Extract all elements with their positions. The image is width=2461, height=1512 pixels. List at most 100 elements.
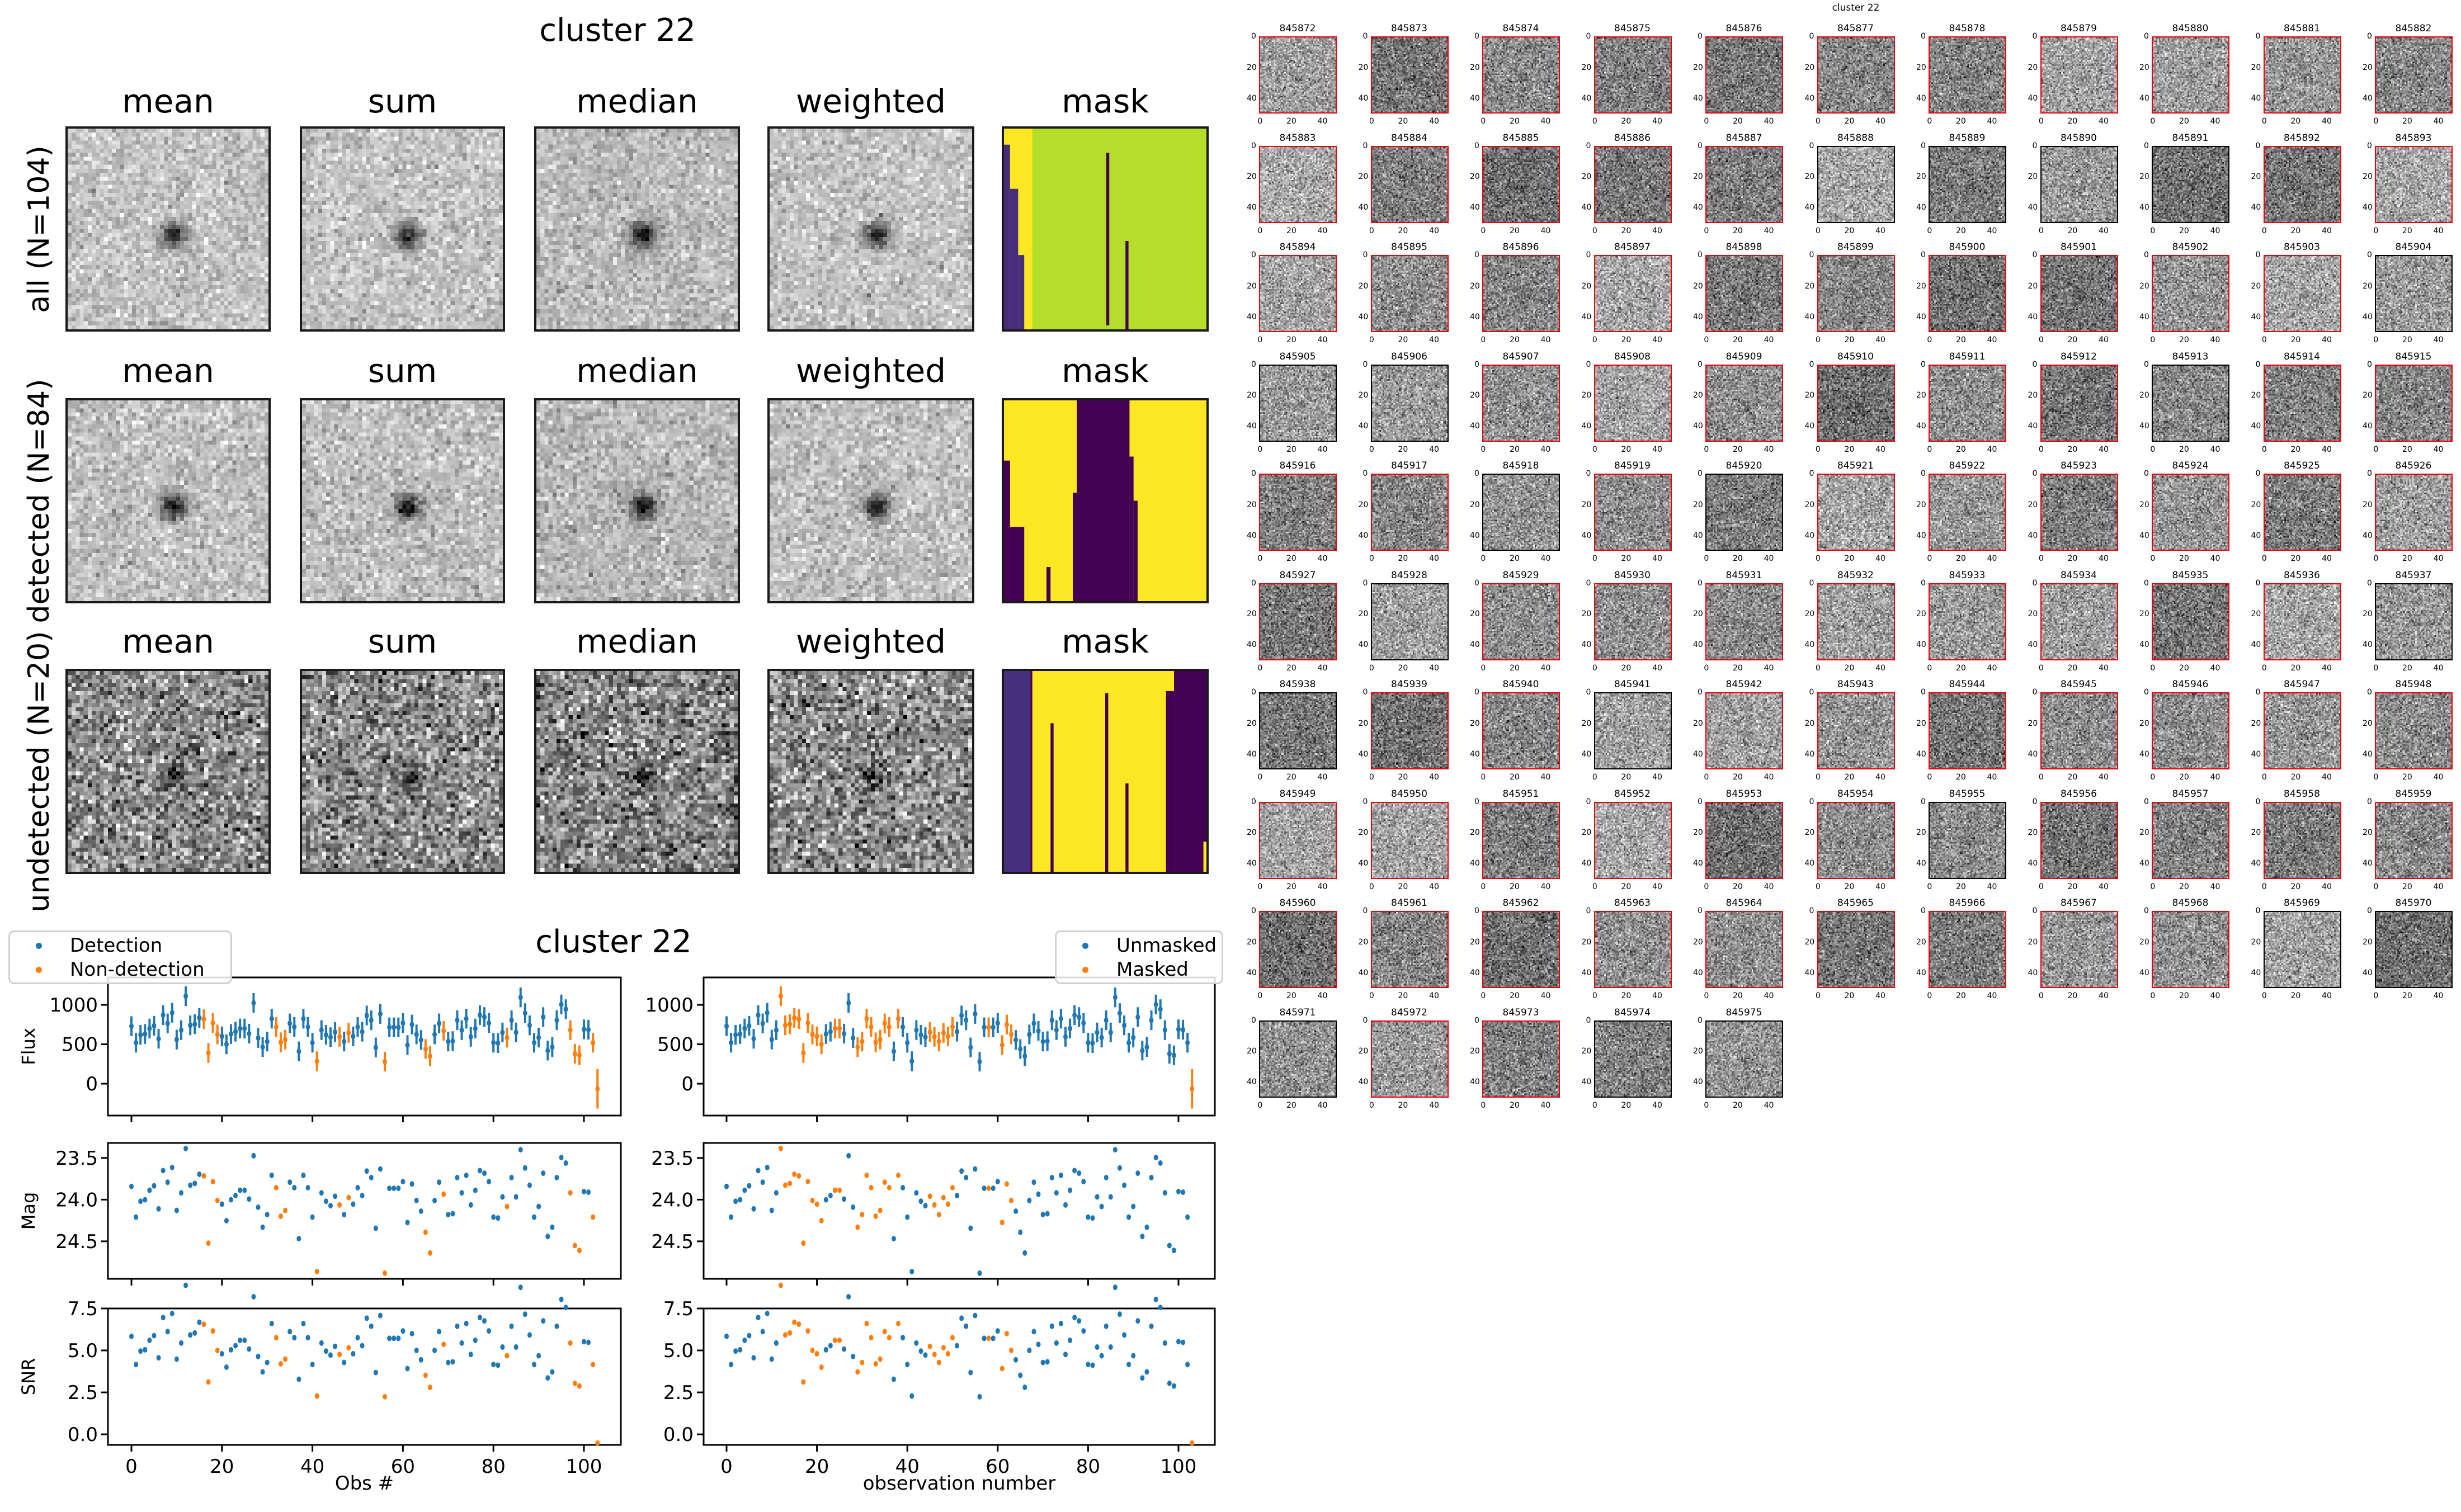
thumbnail-845900[interactable]: [1929, 255, 2006, 332]
thumbnail-845933[interactable]: [1929, 583, 2006, 660]
thumbnail-845909[interactable]: [1705, 364, 1783, 442]
thumbnail-845914[interactable]: [2263, 364, 2341, 442]
thumbnail-845943[interactable]: [1817, 692, 1895, 769]
thumbnail-845955[interactable]: [1929, 801, 2006, 879]
thumbnail-845970[interactable]: [2375, 911, 2453, 988]
thumbnail-845888[interactable]: [1817, 145, 1895, 223]
thumbnail-845907[interactable]: [1482, 364, 1560, 442]
thumbnail-845895[interactable]: [1370, 255, 1449, 332]
thumbnail-845887[interactable]: [1705, 145, 1783, 223]
thumbnail-845960[interactable]: [1259, 911, 1337, 988]
thumbnail-845910[interactable]: [1817, 364, 1895, 442]
thumbnail-845873[interactable]: [1370, 36, 1449, 114]
thumbnail-845883[interactable]: [1259, 145, 1337, 223]
thumbnail-845956[interactable]: [2040, 801, 2118, 879]
thumbnail-845975[interactable]: [1705, 1020, 1783, 1098]
thumbnail-845969[interactable]: [2263, 911, 2341, 988]
thumbnail-845937[interactable]: [2375, 583, 2453, 660]
thumbnail-845931[interactable]: [1705, 583, 1783, 660]
thumbnail-845947[interactable]: [2263, 692, 2341, 769]
thumbnail-845911[interactable]: [1929, 364, 2006, 442]
thumbnail-845950[interactable]: [1370, 801, 1449, 879]
thumbnail-845941[interactable]: [1593, 692, 1672, 769]
thumbnail-845896[interactable]: [1482, 255, 1560, 332]
thumbnail-845929[interactable]: [1482, 583, 1560, 660]
thumbnail-845962[interactable]: [1482, 911, 1560, 988]
thumbnail-845963[interactable]: [1593, 911, 1672, 988]
thumbnail-845972[interactable]: [1370, 1020, 1449, 1098]
thumbnail-845892[interactable]: [2263, 145, 2341, 223]
thumbnail-845927[interactable]: [1259, 583, 1337, 660]
thumbnail-845923[interactable]: [2040, 474, 2118, 551]
thumbnail-845889[interactable]: [1929, 145, 2006, 223]
thumbnail-845920[interactable]: [1705, 474, 1783, 551]
thumbnail-845939[interactable]: [1370, 692, 1449, 769]
thumbnail-845898[interactable]: [1705, 255, 1783, 332]
thumbnail-845884[interactable]: [1370, 145, 1449, 223]
thumbnail-845958[interactable]: [2263, 801, 2341, 879]
thumbnail-845916[interactable]: [1259, 474, 1337, 551]
thumbnail-845893[interactable]: [2375, 145, 2453, 223]
thumbnail-845912[interactable]: [2040, 364, 2118, 442]
thumbnail-845932[interactable]: [1817, 583, 1895, 660]
thumbnail-845905[interactable]: [1259, 364, 1337, 442]
thumbnail-845957[interactable]: [2152, 801, 2229, 879]
thumbnail-845921[interactable]: [1817, 474, 1895, 551]
thumbnail-845897[interactable]: [1593, 255, 1672, 332]
thumbnail-845974[interactable]: [1593, 1020, 1672, 1098]
thumbnail-845945[interactable]: [2040, 692, 2118, 769]
thumbnail-845964[interactable]: [1705, 911, 1783, 988]
thumbnail-845903[interactable]: [2263, 255, 2341, 332]
thumbnail-845951[interactable]: [1482, 801, 1560, 879]
thumbnail-845953[interactable]: [1705, 801, 1783, 879]
thumbnail-845918[interactable]: [1482, 474, 1560, 551]
thumbnail-845967[interactable]: [2040, 911, 2118, 988]
thumbnail-845936[interactable]: [2263, 583, 2341, 660]
thumbnail-845891[interactable]: [2152, 145, 2229, 223]
thumbnail-845959[interactable]: [2375, 801, 2453, 879]
thumbnail-845968[interactable]: [2152, 911, 2229, 988]
thumbnail-845924[interactable]: [2152, 474, 2229, 551]
thumbnail-845882[interactable]: [2375, 36, 2453, 114]
thumbnail-845875[interactable]: [1593, 36, 1672, 114]
thumbnail-845965[interactable]: [1817, 911, 1895, 988]
thumbnail-845874[interactable]: [1482, 36, 1560, 114]
thumbnail-845938[interactable]: [1259, 692, 1337, 769]
thumbnail-845915[interactable]: [2375, 364, 2453, 442]
thumbnail-845880[interactable]: [2152, 36, 2229, 114]
thumbnail-845902[interactable]: [2152, 255, 2229, 332]
thumbnail-845925[interactable]: [2263, 474, 2341, 551]
thumbnail-845952[interactable]: [1593, 801, 1672, 879]
thumbnail-845904[interactable]: [2375, 255, 2453, 332]
thumbnail-845971[interactable]: [1259, 1020, 1337, 1098]
thumbnail-845946[interactable]: [2152, 692, 2229, 769]
thumbnail-845926[interactable]: [2375, 474, 2453, 551]
thumbnail-845885[interactable]: [1482, 145, 1560, 223]
thumbnail-845876[interactable]: [1705, 36, 1783, 114]
thumbnail-845908[interactable]: [1593, 364, 1672, 442]
thumbnail-845928[interactable]: [1370, 583, 1449, 660]
thumbnail-845919[interactable]: [1593, 474, 1672, 551]
thumbnail-845948[interactable]: [2375, 692, 2453, 769]
thumbnail-845944[interactable]: [1929, 692, 2006, 769]
thumbnail-845954[interactable]: [1817, 801, 1895, 879]
thumbnail-845949[interactable]: [1259, 801, 1337, 879]
thumbnail-845877[interactable]: [1817, 36, 1895, 114]
thumbnail-845894[interactable]: [1259, 255, 1337, 332]
thumbnail-845872[interactable]: [1259, 36, 1337, 114]
thumbnail-845934[interactable]: [2040, 583, 2118, 660]
thumbnail-845906[interactable]: [1370, 364, 1449, 442]
thumbnail-845935[interactable]: [2152, 583, 2229, 660]
thumbnail-845961[interactable]: [1370, 911, 1449, 988]
thumbnail-845942[interactable]: [1705, 692, 1783, 769]
thumbnail-845879[interactable]: [2040, 36, 2118, 114]
thumbnail-845966[interactable]: [1929, 911, 2006, 988]
thumbnail-845899[interactable]: [1817, 255, 1895, 332]
thumbnail-845973[interactable]: [1482, 1020, 1560, 1098]
thumbnail-845930[interactable]: [1593, 583, 1672, 660]
thumbnail-845890[interactable]: [2040, 145, 2118, 223]
thumbnail-845922[interactable]: [1929, 474, 2006, 551]
thumbnail-845940[interactable]: [1482, 692, 1560, 769]
thumbnail-845913[interactable]: [2152, 364, 2229, 442]
thumbnail-845901[interactable]: [2040, 255, 2118, 332]
